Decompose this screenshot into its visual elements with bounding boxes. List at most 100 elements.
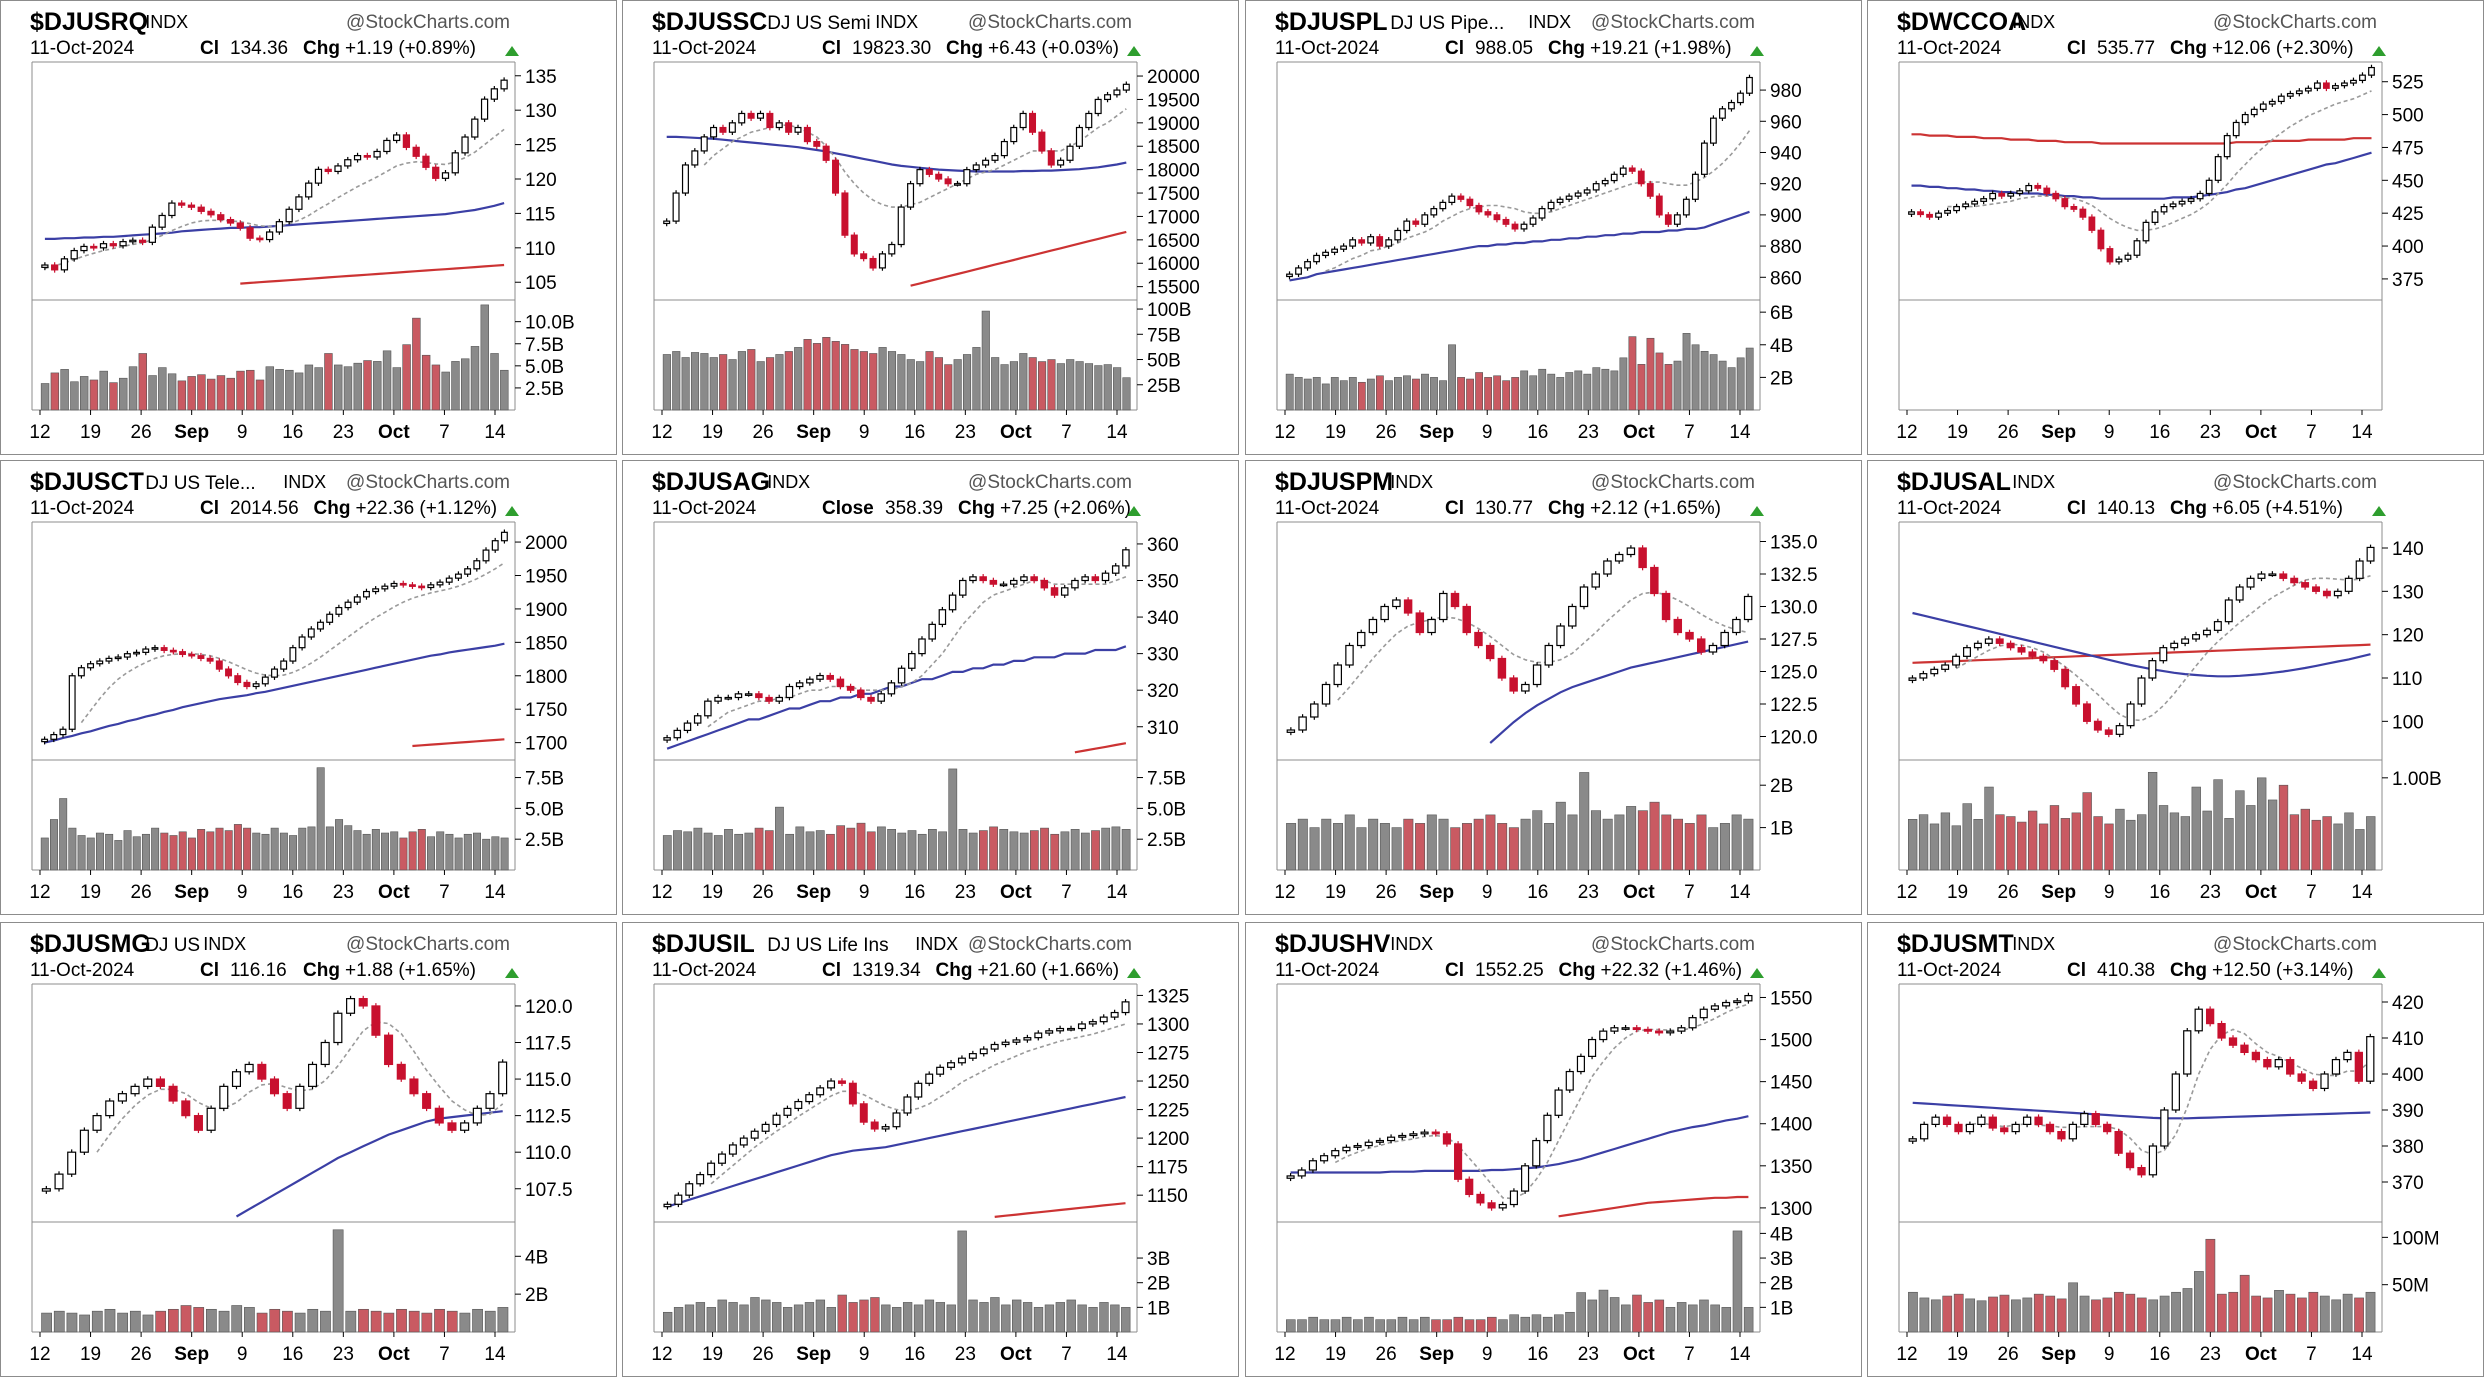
candle <box>371 1003 381 1038</box>
volume-bar <box>399 837 408 871</box>
candle <box>2125 1150 2135 1171</box>
candle <box>1450 590 1460 610</box>
candle <box>989 577 998 587</box>
close-label: Cl <box>1445 960 1464 981</box>
volume-bar <box>77 835 86 871</box>
volume-bar <box>2068 1282 2078 1333</box>
candle <box>2133 237 2141 259</box>
candle <box>674 1192 683 1208</box>
price-tick-label: 100 <box>2392 712 2424 733</box>
candle <box>1610 171 1618 184</box>
candle <box>1111 563 1120 576</box>
watermark: @StockCharts.com <box>968 934 1132 955</box>
candle <box>859 1101 868 1125</box>
candle <box>1637 168 1645 187</box>
candle <box>1050 585 1059 598</box>
candle <box>1085 110 1093 131</box>
volume-bar <box>1609 1297 1620 1333</box>
change-up-arrow-icon <box>1127 506 1141 516</box>
volume-bar <box>2082 792 2092 871</box>
volume-bar <box>897 832 907 871</box>
volume-bar <box>218 1310 230 1333</box>
moving-average-mid <box>44 642 505 744</box>
price-tick-label: 1450 <box>1770 1073 1812 1094</box>
candle <box>1286 727 1296 736</box>
candle <box>193 1112 203 1134</box>
candle <box>691 148 699 168</box>
change-up-arrow-icon <box>1750 506 1764 516</box>
candle <box>1454 1141 1463 1183</box>
candle <box>1655 193 1663 218</box>
price-tick-label: 410 <box>2392 1029 2424 1050</box>
volume-tick-label: 1B <box>1770 1298 1793 1319</box>
candle <box>1398 1132 1407 1141</box>
volume-bar <box>1047 359 1056 411</box>
chart-panel-djusct: $DJUSCT DJ US Tele... INDX @StockCharts.com… <box>0 460 617 915</box>
volume-bar <box>358 1308 369 1333</box>
volume-bar <box>1708 827 1719 871</box>
volume-bar <box>224 830 233 871</box>
volume-bar <box>2169 812 2180 871</box>
candle <box>373 148 381 160</box>
volume-bar <box>373 361 382 411</box>
candle <box>1720 629 1729 649</box>
volume-bar <box>717 1299 727 1333</box>
chart-exchange: INDX <box>767 472 810 492</box>
candle <box>231 1068 242 1090</box>
volume-bar <box>2033 1293 2044 1333</box>
candle <box>1532 1137 1541 1169</box>
volume-bar <box>459 1312 471 1333</box>
volume-bar <box>2011 1299 2021 1333</box>
volume-bar <box>1676 1302 1687 1333</box>
candle <box>795 680 804 690</box>
candle <box>295 1083 305 1112</box>
candle <box>1286 1173 1295 1182</box>
volume-bar <box>761 1299 771 1333</box>
volume-bar <box>1973 819 1983 871</box>
x-tick-label: 12 <box>651 1344 672 1365</box>
x-tick-label: 7 <box>1061 1344 1072 1365</box>
candle <box>2350 77 2357 86</box>
x-tick-label: 12 <box>1896 882 1917 903</box>
candle <box>92 1112 102 1134</box>
price-tick-label: 19000 <box>1147 114 1200 135</box>
chart-exchange: INDX <box>145 12 188 32</box>
volume-bar <box>1080 832 1090 871</box>
volume-bar <box>1718 360 1727 411</box>
candle <box>1547 199 1555 212</box>
volume-bar <box>1075 361 1084 411</box>
volume-bar <box>2060 818 2071 871</box>
candle <box>320 1039 330 1068</box>
change-value: +1.88 (+1.65%) <box>345 960 476 981</box>
volume-bar <box>2126 819 2136 871</box>
candle <box>887 680 896 697</box>
candle <box>2246 575 2255 590</box>
candle <box>2196 190 2204 202</box>
moving-average-mid <box>666 135 1127 173</box>
volume-tick-label: 5.0B <box>525 799 564 820</box>
price-tick-label: 1800 <box>525 667 567 688</box>
volume-bar <box>256 1312 268 1333</box>
x-tick-label: 7 <box>1061 422 1072 443</box>
volume-bar <box>1502 380 1511 411</box>
price-tick-label: 370 <box>2392 1173 2424 1194</box>
candle <box>41 736 49 745</box>
volume-bar <box>764 830 774 871</box>
volume-bar <box>396 1308 407 1333</box>
candle <box>892 1110 901 1130</box>
candle <box>1509 675 1518 694</box>
volume-bar <box>332 1229 344 1333</box>
x-tick-label: 12 <box>1274 1344 1295 1365</box>
candle <box>991 152 999 164</box>
candle <box>1538 205 1546 221</box>
watermark: @StockCharts.com <box>346 12 510 33</box>
volume-bar <box>2262 1297 2273 1333</box>
candle <box>775 120 783 131</box>
volume-bar <box>160 832 169 871</box>
x-tick-label: 16 <box>282 422 303 443</box>
volume-tick-label: 1B <box>1770 819 1793 840</box>
volume-bar <box>324 353 333 411</box>
candle <box>1474 629 1483 649</box>
volume-bar <box>747 349 756 411</box>
volume-bar <box>1297 818 1308 871</box>
